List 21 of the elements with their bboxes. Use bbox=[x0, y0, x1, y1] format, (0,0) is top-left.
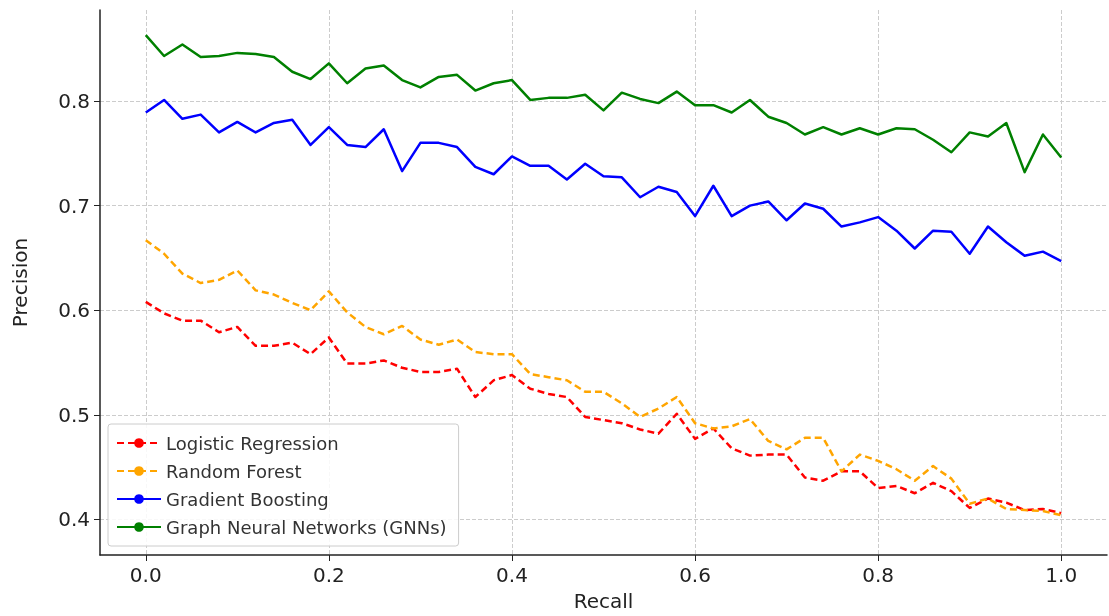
line-series bbox=[144, 98, 1063, 263]
x-tick-label: 0.2 bbox=[312, 563, 345, 587]
y-tick-label: 0.7 bbox=[58, 193, 90, 218]
y-tick-label: 0.8 bbox=[58, 89, 90, 114]
legend-label: Graph Neural Networks (GNNs) bbox=[166, 516, 447, 538]
y-axis-title: Precision bbox=[8, 237, 32, 328]
x-axis-title: Recall bbox=[573, 589, 634, 613]
x-tick-label: 0.4 bbox=[496, 563, 528, 587]
legend-label: Gradient Boosting bbox=[166, 488, 329, 510]
x-tick-label: 0.8 bbox=[862, 563, 895, 587]
x-tick-label: 0.6 bbox=[679, 563, 711, 587]
x-tick-label: 0.0 bbox=[129, 563, 162, 587]
line-series bbox=[144, 238, 1063, 517]
x-tick-label: 1.0 bbox=[1045, 563, 1078, 587]
y-tick-label: 0.5 bbox=[58, 402, 90, 427]
line-series bbox=[144, 300, 1063, 515]
y-tick-label: 0.4 bbox=[58, 507, 90, 532]
legend-label: Random Forest bbox=[166, 460, 302, 482]
line-series bbox=[144, 33, 1063, 174]
y-tick-label: 0.6 bbox=[58, 298, 90, 323]
legend-label: Logistic Regression bbox=[166, 432, 339, 454]
